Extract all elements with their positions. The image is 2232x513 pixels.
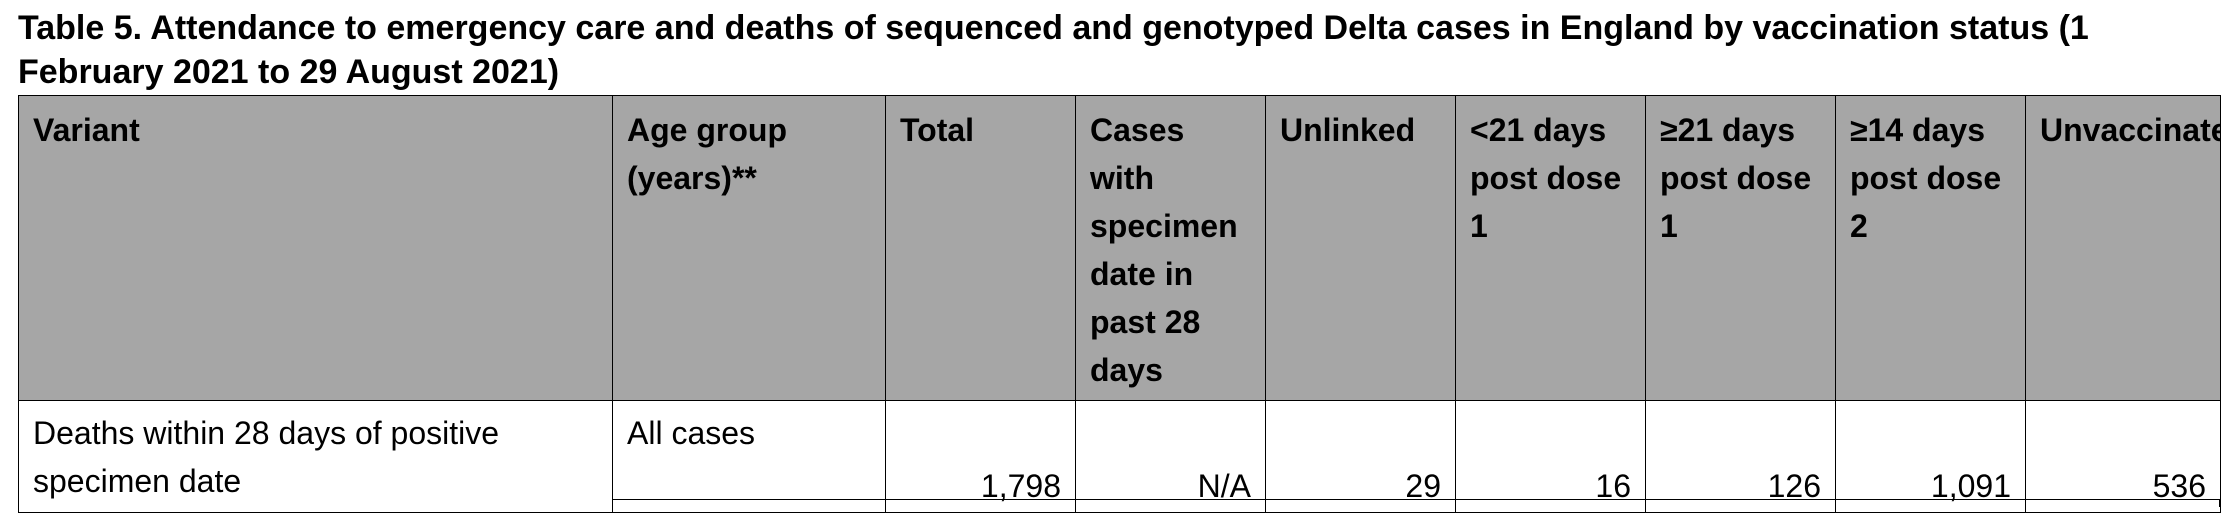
cell-variant: Deaths within 28 days of positive specim… — [18, 400, 613, 513]
next-row-divider — [1265, 499, 1266, 507]
column-header-age-group: Age group (years)** — [612, 95, 886, 401]
next-row-divider — [885, 499, 886, 507]
cell-ge14-post-dose2: 1,091 — [1835, 400, 2026, 513]
column-header-past-28-days: Cases with specimen date in past 28 days — [1075, 95, 1266, 401]
next-row-divider — [2025, 499, 2026, 507]
column-header-ge14-post-dose2: ≥14 days post dose 2 — [1835, 95, 2026, 401]
cell-unlinked: 29 — [1265, 400, 1456, 513]
next-row-divider — [1455, 499, 1456, 507]
table-caption: Table 5. Attendance to emergency care an… — [18, 9, 2089, 91]
column-header-total: Total — [885, 95, 1076, 401]
next-row-divider — [1835, 499, 1836, 507]
column-header-unlinked: Unlinked — [1265, 95, 1456, 401]
table-header-row: Variant Age group (years)** Total Cases … — [18, 95, 2221, 401]
cell-total: 1,798 — [885, 400, 1076, 513]
next-row-divider — [1075, 499, 1076, 507]
table-row: Deaths within 28 days of positive specim… — [18, 400, 2221, 513]
next-row-divider — [612, 499, 613, 507]
column-header-ge21-post-dose1: ≥21 days post dose 1 — [1645, 95, 1836, 401]
column-header-lt21-post-dose1: <21 days post dose 1 — [1455, 95, 1646, 401]
cell-age-group: All cases — [612, 400, 886, 513]
column-header-unvaccinated: Unvaccinated — [2025, 95, 2221, 401]
next-row-divider — [1645, 499, 1646, 507]
cell-lt21-post-dose1: 16 — [1455, 400, 1646, 513]
next-row-top-rule — [612, 499, 2220, 500]
next-row-divider — [2219, 499, 2220, 507]
cell-ge21-post-dose1: 126 — [1645, 400, 1836, 513]
column-header-variant: Variant — [18, 95, 613, 401]
cell-unvaccinated: 536 — [2025, 400, 2221, 513]
cell-past-28-days: N/A — [1075, 400, 1266, 513]
data-table: Variant Age group (years)** Total Cases … — [18, 95, 2221, 513]
